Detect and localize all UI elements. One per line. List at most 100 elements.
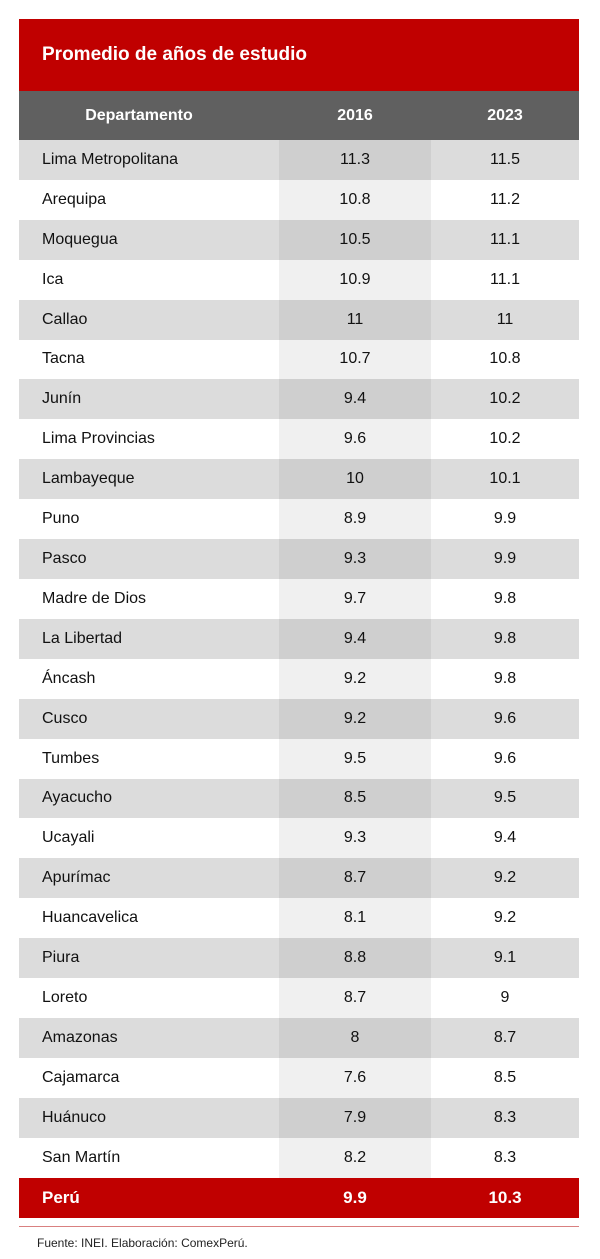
value-2023: 10.1: [489, 470, 521, 488]
table-row: Huancavelica 8.1 9.2: [19, 898, 579, 939]
value-2023: 9.8: [493, 629, 517, 647]
value-2023: 9.6: [493, 709, 517, 727]
value-2016: 8.8: [279, 938, 431, 979]
department-name: Moquegua: [42, 230, 118, 248]
value-2016: 9.2: [279, 698, 431, 739]
table-row: Huánuco 7.9 8.3: [19, 1097, 579, 1138]
value-2016: 9.7: [279, 578, 431, 619]
table-header: Departamento 2016 2023: [19, 91, 579, 140]
value-2023: 9.8: [493, 589, 517, 607]
table-row: Puno 8.9 9.9: [19, 499, 579, 540]
value-2023: 9.2: [493, 869, 517, 887]
table-row: Callao 11 11: [19, 299, 579, 340]
value-2016: 8.2: [279, 1137, 431, 1178]
value-2023: 9.9: [493, 550, 517, 568]
value-2023: 11.1: [490, 230, 520, 248]
value-2023: 9.2: [493, 909, 517, 927]
value-2016: 10.7: [279, 339, 431, 380]
table-row: Cajamarca 7.6 8.5: [19, 1057, 579, 1098]
department-name: Madre de Dios: [42, 589, 147, 607]
department-name: Ica: [42, 270, 64, 288]
table-row: Lambayeque 10 10.1: [19, 459, 579, 500]
footer-divider: [19, 1226, 579, 1227]
value-2023: 9.4: [493, 829, 517, 847]
table-row: Arequipa 10.8 11.2: [19, 179, 579, 220]
value-2016: 11: [279, 299, 431, 340]
table-row: Ayacucho 8.5 9.5: [19, 778, 579, 819]
value-2016: 10: [279, 459, 431, 500]
value-2016: 9.3: [279, 539, 431, 579]
department-name: Loreto: [42, 988, 88, 1006]
total-row: Perú 9.9 10.3: [19, 1177, 579, 1218]
value-2023: 10.2: [489, 390, 521, 408]
department-name: Tumbes: [42, 749, 100, 767]
table-row: Ica 10.9 11.1: [19, 259, 579, 300]
value-2023: 9.6: [493, 749, 517, 767]
value-2023: 11.1: [490, 270, 520, 288]
value-2016: 10.5: [279, 219, 431, 260]
table-row: Tumbes 9.5 9.6: [19, 738, 579, 779]
table-row: Junín 9.4 10.2: [19, 379, 579, 420]
table-row: Madre de Dios 9.7 9.8: [19, 578, 579, 619]
value-2016: 10.9: [279, 259, 431, 300]
value-2016: 8.7: [279, 978, 431, 1018]
source-note: Fuente: INEI. Elaboración: ComexPerú.: [37, 1236, 248, 1250]
value-2023: 8.3: [493, 1108, 517, 1126]
total-label: Perú: [42, 1187, 80, 1207]
department-name: Ayacucho: [42, 789, 112, 807]
value-2016: 11.3: [279, 140, 431, 180]
value-2023: 10.2: [489, 430, 521, 448]
department-name: Apurímac: [42, 869, 111, 887]
value-2016: 8.7: [279, 858, 431, 899]
value-2023: 9.8: [493, 669, 517, 687]
value-2016: 9.3: [279, 818, 431, 859]
header-2016: 2016: [337, 106, 373, 124]
value-2016: 8: [279, 1017, 431, 1058]
value-2023: 9.1: [493, 949, 517, 967]
department-name: Huancavelica: [42, 909, 139, 927]
department-name: Cusco: [42, 709, 88, 727]
value-2023: 9: [500, 988, 510, 1006]
value-2016: 8.1: [279, 898, 431, 939]
table-row: Lima Metropolitana 11.3 11.5: [19, 140, 579, 180]
table-row: La Libertad 9.4 9.8: [19, 618, 579, 659]
department-name: Áncash: [42, 669, 96, 687]
value-2023: 10.8: [489, 350, 521, 368]
department-name: Huánuco: [42, 1108, 107, 1126]
value-2023: 8.5: [493, 1068, 517, 1086]
table-row: Áncash 9.2 9.8: [19, 658, 579, 699]
department-name: Lima Metropolitana: [42, 150, 179, 168]
department-name: Ucayali: [42, 829, 95, 847]
department-name: Pasco: [42, 550, 87, 568]
value-2016: 9.4: [279, 618, 431, 659]
header-departamento: Departamento: [85, 106, 193, 124]
data-table: Promedio de años de estudio Departamento…: [19, 19, 579, 1218]
value-2023: 8.3: [493, 1148, 517, 1166]
value-2023: 9.9: [493, 510, 517, 528]
department-name: Piura: [42, 949, 80, 967]
department-name: Arequipa: [42, 190, 107, 208]
table-row: Lima Provincias 9.6 10.2: [19, 419, 579, 460]
value-2016: 9.2: [279, 658, 431, 699]
table-row: Pasco 9.3 9.9: [19, 539, 579, 579]
table-row: Ucayali 9.3 9.4: [19, 818, 579, 859]
value-2023: 8.7: [493, 1028, 517, 1046]
value-2023: 11: [496, 310, 514, 328]
total-2023: 10.3: [488, 1187, 522, 1207]
value-2016: 8.9: [279, 499, 431, 540]
table-row: Piura 8.8 9.1: [19, 938, 579, 979]
value-2016: 9.6: [279, 419, 431, 460]
department-name: Amazonas: [42, 1028, 118, 1046]
value-2016: 8.5: [279, 778, 431, 819]
table-row: Cusco 9.2 9.6: [19, 698, 579, 739]
department-name: Tacna: [42, 350, 85, 368]
value-2023: 11.2: [490, 190, 520, 208]
table-body: Lima Metropolitana 11.3 11.5 Arequipa 10.8 11…: [19, 140, 579, 1178]
total-2016: 9.9: [343, 1187, 367, 1207]
value-2023: 11.5: [490, 150, 520, 168]
value-2016: 9.4: [279, 379, 431, 420]
table-row: Moquegua 10.5 11.1: [19, 219, 579, 260]
department-name: Callao: [42, 310, 88, 328]
table-row: San Martín 8.2 8.3: [19, 1137, 579, 1178]
department-name: Lambayeque: [42, 470, 135, 488]
